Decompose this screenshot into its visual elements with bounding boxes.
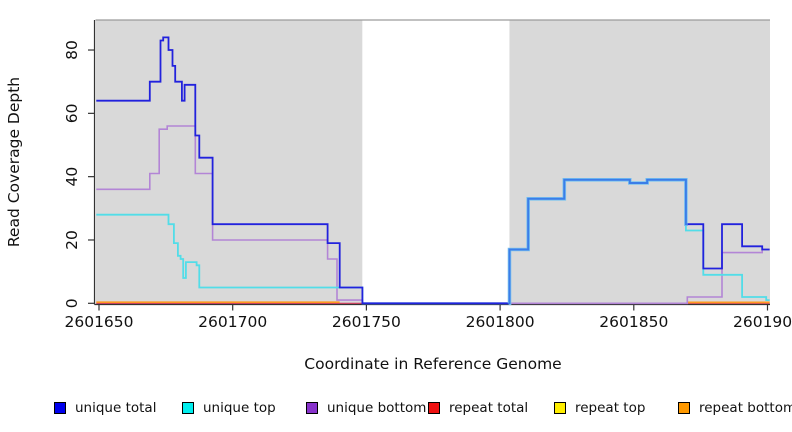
uncovered-gap-region: [362, 20, 510, 305]
y-tick-label: 60: [63, 103, 81, 123]
legend: unique total unique top unique bottom re…: [0, 396, 792, 422]
unique-bottom-line: [96, 125, 770, 305]
y-tick-label: 40: [63, 167, 81, 187]
repeat-total-swatch-icon: [428, 402, 440, 414]
x-tick-label: 2601850: [599, 313, 668, 331]
unique-total-line: [687, 223, 770, 270]
legend-label: unique total: [75, 400, 157, 416]
legend-item-unique-total: unique total: [54, 396, 156, 420]
legend-item-repeat-bottom: repeat bottom: [678, 396, 792, 420]
unique-top-swatch-icon: [182, 402, 194, 414]
unique-total-line: [508, 178, 688, 305]
x-tick-label: 2601700: [198, 313, 267, 331]
legend-label: repeat bottom: [699, 400, 792, 416]
panel-left: [95, 20, 363, 305]
x-tick-label: 2601750: [332, 313, 401, 331]
unique-bottom-swatch-icon: [306, 402, 318, 414]
x-axis-title: Coordinate in Reference Genome: [304, 355, 561, 373]
legend-label: repeat top: [575, 400, 646, 416]
repeat-top-swatch-icon: [554, 402, 566, 414]
legend-item-repeat-top: repeat top: [554, 396, 645, 420]
y-axis-title: Read Coverage Depth: [5, 77, 23, 247]
repeat-bottom-swatch-icon: [678, 402, 690, 414]
y-tick-label: 20: [63, 230, 81, 250]
panel-right: [509, 20, 770, 305]
y-tick-label: 0: [63, 298, 81, 308]
legend-label: unique bottom: [327, 400, 427, 416]
legend-item-unique-bottom: unique bottom: [306, 396, 426, 420]
unique-total-line: [96, 36, 510, 305]
unique-total-swatch-icon: [54, 402, 66, 414]
x-tick-label: 2601800: [466, 313, 535, 331]
legend-item-repeat-total: repeat total: [428, 396, 528, 420]
legend-item-unique-top: unique top: [182, 396, 276, 420]
y-tick-label: 80: [63, 40, 81, 60]
legend-label: unique top: [203, 400, 276, 416]
x-tick-label: 2601650: [64, 313, 133, 331]
legend-label: repeat total: [449, 400, 529, 416]
